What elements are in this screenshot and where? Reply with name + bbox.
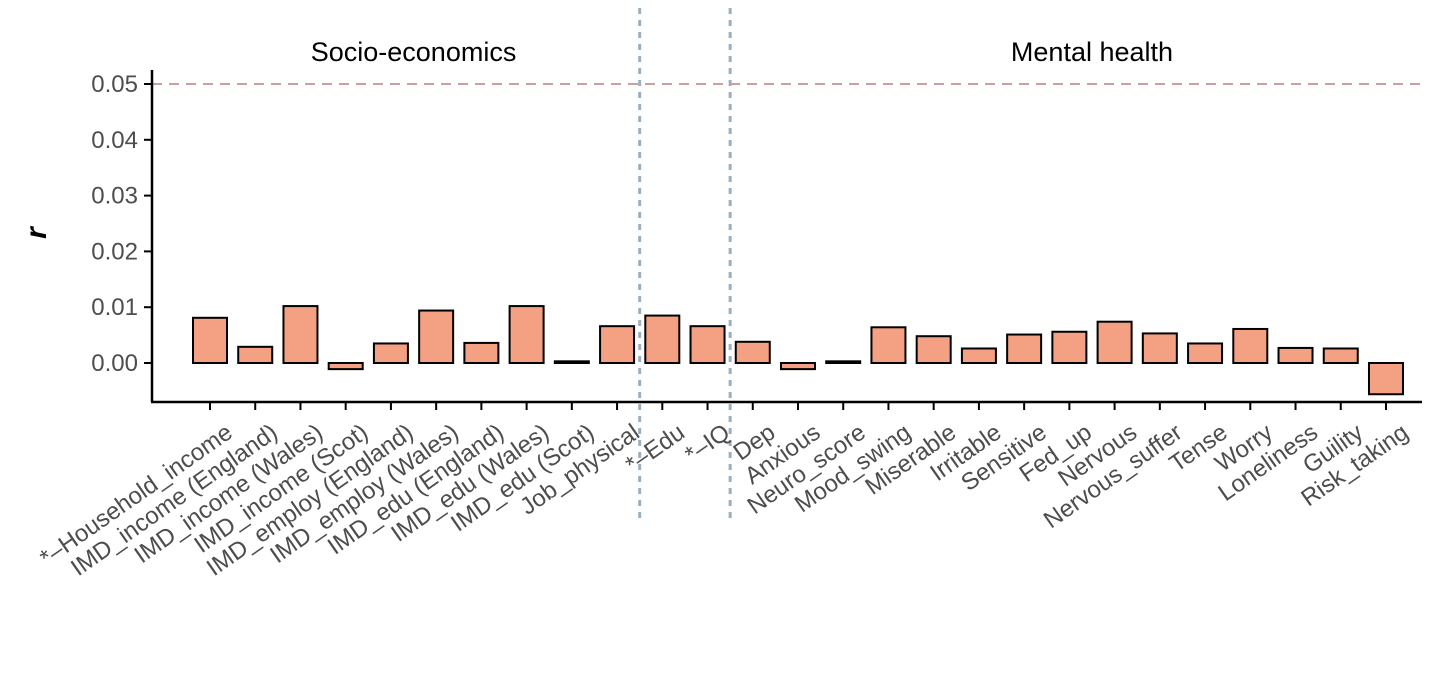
bar-6 <box>463 341 500 364</box>
group-label-0: Socio-economics <box>311 37 517 67</box>
bar-14 <box>825 360 862 364</box>
bar-26 <box>1367 362 1404 396</box>
bars <box>192 305 1404 396</box>
bar-16 <box>915 335 952 365</box>
bar-18 <box>1006 333 1043 364</box>
bar-21 <box>1141 332 1178 364</box>
separator-lines <box>638 8 732 520</box>
y-tick-label-5: 0.05 <box>91 71 138 98</box>
bar-2 <box>282 305 319 365</box>
group-labels: Socio-economics Mental health <box>311 37 1173 67</box>
bar-20 <box>1096 320 1133 365</box>
y-tick-label-1: 0.01 <box>91 294 138 321</box>
bar-22 <box>1187 342 1224 365</box>
x-tick-label-11: *–IQ <box>680 419 735 469</box>
y-axis-label: r <box>20 225 53 239</box>
bar-13 <box>779 362 816 371</box>
y-tick-label-0: 0.00 <box>91 350 138 377</box>
bar-9 <box>599 325 636 364</box>
bar-7 <box>508 305 545 365</box>
y-tick-label-2: 0.02 <box>91 238 138 265</box>
bar-24 <box>1277 346 1314 364</box>
bar-5 <box>418 309 455 365</box>
y-tick-label-4: 0.04 <box>91 127 138 154</box>
bar-1 <box>237 345 274 364</box>
bar-4 <box>372 342 409 365</box>
y-tick-label-3: 0.03 <box>91 183 138 210</box>
bar-10 <box>644 314 681 365</box>
bar-15 <box>870 326 907 364</box>
bar-25 <box>1322 347 1359 365</box>
bar-11 <box>689 325 726 364</box>
bar-23 <box>1232 327 1269 365</box>
bar-3 <box>327 362 364 371</box>
group-label-1: Mental health <box>1011 37 1173 67</box>
axes <box>150 70 1422 404</box>
y-ticks: 0.00 0.01 0.02 0.03 0.04 0.05 <box>91 71 152 377</box>
bar-8 <box>553 360 590 364</box>
bar-17 <box>960 347 997 365</box>
bar-0 <box>192 316 228 364</box>
bar-19 <box>1051 330 1088 365</box>
bar-12 <box>734 340 771 364</box>
